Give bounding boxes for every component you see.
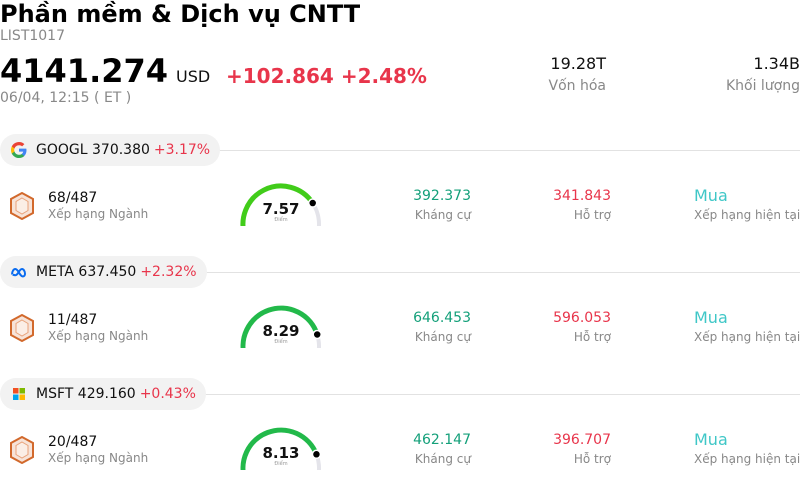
microsoft-logo-icon [10, 385, 28, 403]
market-cap-value: 19.28T [550, 54, 606, 73]
section-divider [204, 394, 800, 395]
resistance-value: 392.373 [413, 188, 471, 204]
current-rating: Mua [694, 186, 728, 205]
section-divider [218, 150, 800, 151]
support-label: Hỗ trợ [573, 208, 611, 222]
chip-price: 429.160 [77, 386, 136, 402]
index-price: 4141.274 [0, 52, 169, 90]
score-gauge [240, 427, 322, 470]
support-value: 341.843 [553, 188, 611, 204]
market-cap-label: Vốn hóa [548, 78, 606, 94]
google-logo-icon [10, 141, 28, 159]
industry-rank: 11/487 [48, 312, 98, 328]
score-value: 8.29 [262, 322, 300, 340]
support-label: Hỗ trợ [573, 452, 611, 466]
meta-logo-icon [10, 263, 28, 281]
score-value: 7.57 [262, 200, 300, 218]
stock-chip[interactable]: MSFT 429.160 +0.43% [0, 378, 206, 410]
chip-ticker: MSFT [36, 386, 74, 402]
volume-value: 1.34B [753, 54, 800, 73]
score-label: Điểm [274, 339, 288, 345]
gauge-marker [311, 449, 322, 460]
resistance-value: 646.453 [413, 310, 471, 326]
chip-price: 370.380 [92, 142, 150, 158]
price-change: +102.864 +2.48% [226, 64, 427, 88]
chip-change: +3.17% [153, 142, 211, 158]
chip-ticker: META [36, 264, 74, 280]
industry-rank: 68/487 [48, 190, 98, 206]
industry-rank-label: Xếp hạng Ngành [48, 329, 149, 343]
volume-label: Khối lượng [725, 78, 800, 94]
stock-section-googl: GOOGL 370.380 +3.17% 68/487 Xếp hạng Ngà… [0, 134, 800, 256]
score-label: Điểm [274, 461, 288, 467]
page-title: Phần mềm & Dịch vụ CNTT [0, 0, 361, 28]
support-value: 396.707 [553, 432, 611, 448]
stock-chip[interactable]: GOOGL 370.380 +3.17% [0, 134, 221, 166]
resistance-label: Kháng cự [414, 208, 471, 222]
resistance-value: 462.147 [413, 432, 471, 448]
rank-badge-icon [10, 436, 34, 464]
gauge-marker [312, 329, 322, 340]
chip-change: +0.43% [139, 386, 196, 402]
gauge-marker [307, 198, 318, 208]
chip-ticker: GOOGL [36, 142, 88, 158]
stock-section-meta: META 637.450 +2.32% 11/487 Xếp hạng Ngàn… [0, 256, 800, 378]
gauge-fill [240, 427, 319, 470]
score-gauge [240, 183, 321, 226]
current-rating: Mua [694, 308, 728, 327]
current-rating: Mua [694, 430, 728, 449]
current-rating-label: Xếp hạng hiện tại [694, 208, 800, 222]
resistance-label: Kháng cự [414, 330, 471, 344]
gauge-fill [240, 305, 320, 348]
industry-rank-label: Xếp hạng Ngành [48, 451, 149, 465]
rank-badge-icon [10, 192, 34, 220]
score-value: 8.13 [262, 444, 300, 462]
score-label: Điểm [274, 217, 288, 223]
current-rating-label: Xếp hạng hiện tại [694, 330, 800, 344]
stock-section-msft: MSFT 429.160 +0.43% 20/487 Xếp hạng Ngàn… [0, 378, 800, 488]
industry-rank-label: Xếp hạng Ngành [48, 207, 149, 221]
currency-label: USD [176, 67, 211, 86]
timestamp: 06/04, 12:15 ( ET ) [0, 90, 132, 106]
current-rating-label: Xếp hạng hiện tại [694, 452, 800, 466]
section-divider [204, 272, 800, 273]
support-value: 596.053 [553, 310, 611, 326]
stock-chip[interactable]: META 637.450 +2.32% [0, 256, 207, 288]
score-gauge [240, 305, 322, 348]
rank-badge-icon [10, 314, 34, 342]
gauge-fill [240, 183, 316, 226]
chip-change: +2.32% [140, 264, 197, 280]
support-label: Hỗ trợ [573, 330, 611, 344]
chip-price: 637.450 [78, 264, 137, 280]
industry-rank: 20/487 [48, 434, 98, 450]
resistance-label: Kháng cự [414, 452, 471, 466]
index-code: LIST1017 [0, 28, 65, 44]
